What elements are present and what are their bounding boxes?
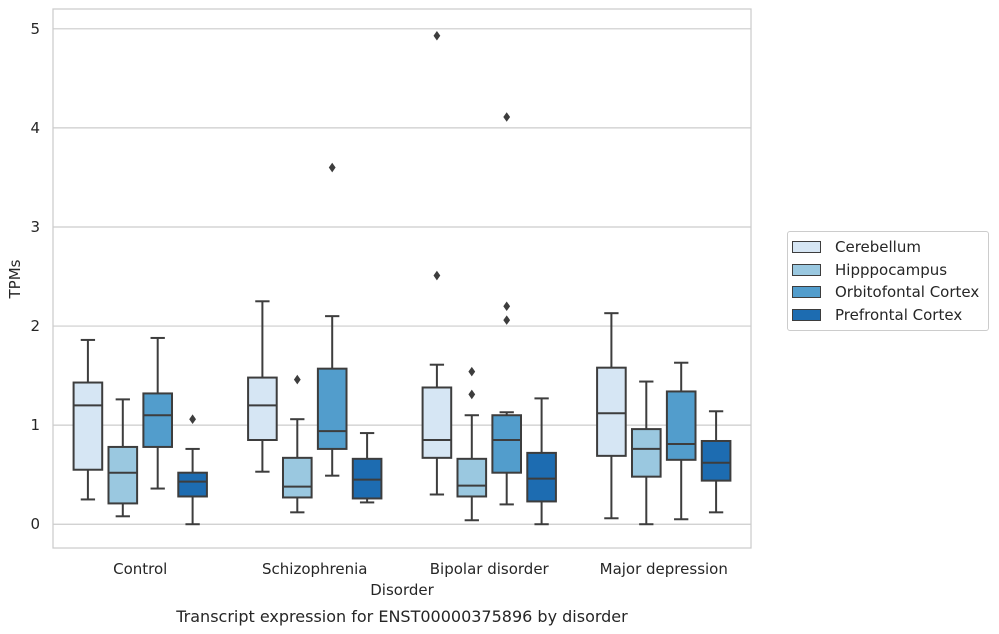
y-tick-label: 3 [30, 218, 40, 236]
legend-swatch [792, 241, 821, 254]
box-body [177, 471, 208, 498]
box-body [72, 381, 104, 471]
outlier-point [468, 366, 476, 377]
legend-swatch [792, 286, 821, 299]
legend-label: Cerebellum [835, 238, 921, 257]
box-body [421, 386, 453, 459]
box-body [142, 392, 174, 448]
legend-item: Hipppocampus [788, 259, 988, 282]
box-body [456, 457, 488, 498]
plot-area-frame [52, 8, 752, 549]
outlier-point [189, 414, 196, 424]
chart-title: Transcript expression for ENST0000037589… [175, 607, 628, 626]
box-hipppocampus [281, 374, 313, 514]
legend-swatch [792, 308, 821, 321]
y-tick-label: 2 [30, 317, 40, 335]
box-prefrontal-cortex [351, 432, 383, 504]
legend-item: Cerebellum [788, 236, 988, 259]
outlier-point [328, 162, 336, 173]
box-hipppocampus [630, 380, 662, 526]
legend: Cerebellum Hipppocampus Orbitofontal Corte… [787, 231, 989, 331]
box-cerebellum [421, 30, 453, 496]
legend-label: Orbitofontal Cortex [835, 283, 980, 302]
box-hipppocampus [456, 366, 488, 522]
outlier-point [468, 389, 476, 400]
legend-item: Prefrontal Cortex [788, 304, 988, 327]
box-body [596, 366, 627, 457]
box-body [630, 428, 662, 478]
box-orbitofontal-cortex [316, 162, 348, 477]
box-body [247, 376, 278, 442]
box-body [700, 439, 732, 482]
outlier-point [433, 270, 441, 281]
box-cerebellum [72, 338, 104, 501]
box-orbitofontal-cortex [665, 361, 697, 521]
x-tick-label: Major depression [600, 560, 728, 578]
legend-swatch [792, 263, 821, 276]
box-body [107, 445, 139, 505]
x-tick-label: Bipolar disorder [430, 560, 550, 578]
y-tick-label: 5 [30, 20, 40, 38]
y-tick-label: 4 [30, 119, 40, 137]
legend-item: Orbitofontal Cortex [788, 281, 988, 304]
x-axis-label: Disorder [370, 581, 434, 599]
box-cerebellum [247, 300, 278, 473]
legend-label: Hipppocampus [835, 260, 948, 279]
x-tick-label: Schizophrenia [262, 560, 367, 578]
outlier-point [293, 374, 301, 385]
box-body [491, 414, 523, 474]
box-orbitofontal-cortex [491, 112, 523, 506]
y-tick-label: 0 [30, 515, 40, 533]
box-body [665, 390, 697, 461]
box-prefrontal-cortex [700, 410, 732, 514]
box-body [526, 451, 557, 503]
outlier-point [503, 112, 511, 122]
box-prefrontal-cortex [177, 414, 208, 526]
outlier-point [503, 315, 511, 325]
outlier-point [433, 30, 441, 41]
outlier-point [503, 301, 511, 312]
legend-label: Prefrontal Cortex [835, 305, 963, 324]
y-tick-label: 1 [30, 416, 40, 434]
box-cerebellum [596, 312, 627, 520]
box-prefrontal-cortex [526, 397, 557, 526]
box-body [316, 367, 348, 450]
y-axis-label: TPMs [6, 259, 24, 299]
x-tick-label: Control [113, 560, 167, 578]
box-orbitofontal-cortex [142, 336, 174, 490]
box-hipppocampus [107, 398, 139, 518]
box-body [281, 456, 313, 499]
